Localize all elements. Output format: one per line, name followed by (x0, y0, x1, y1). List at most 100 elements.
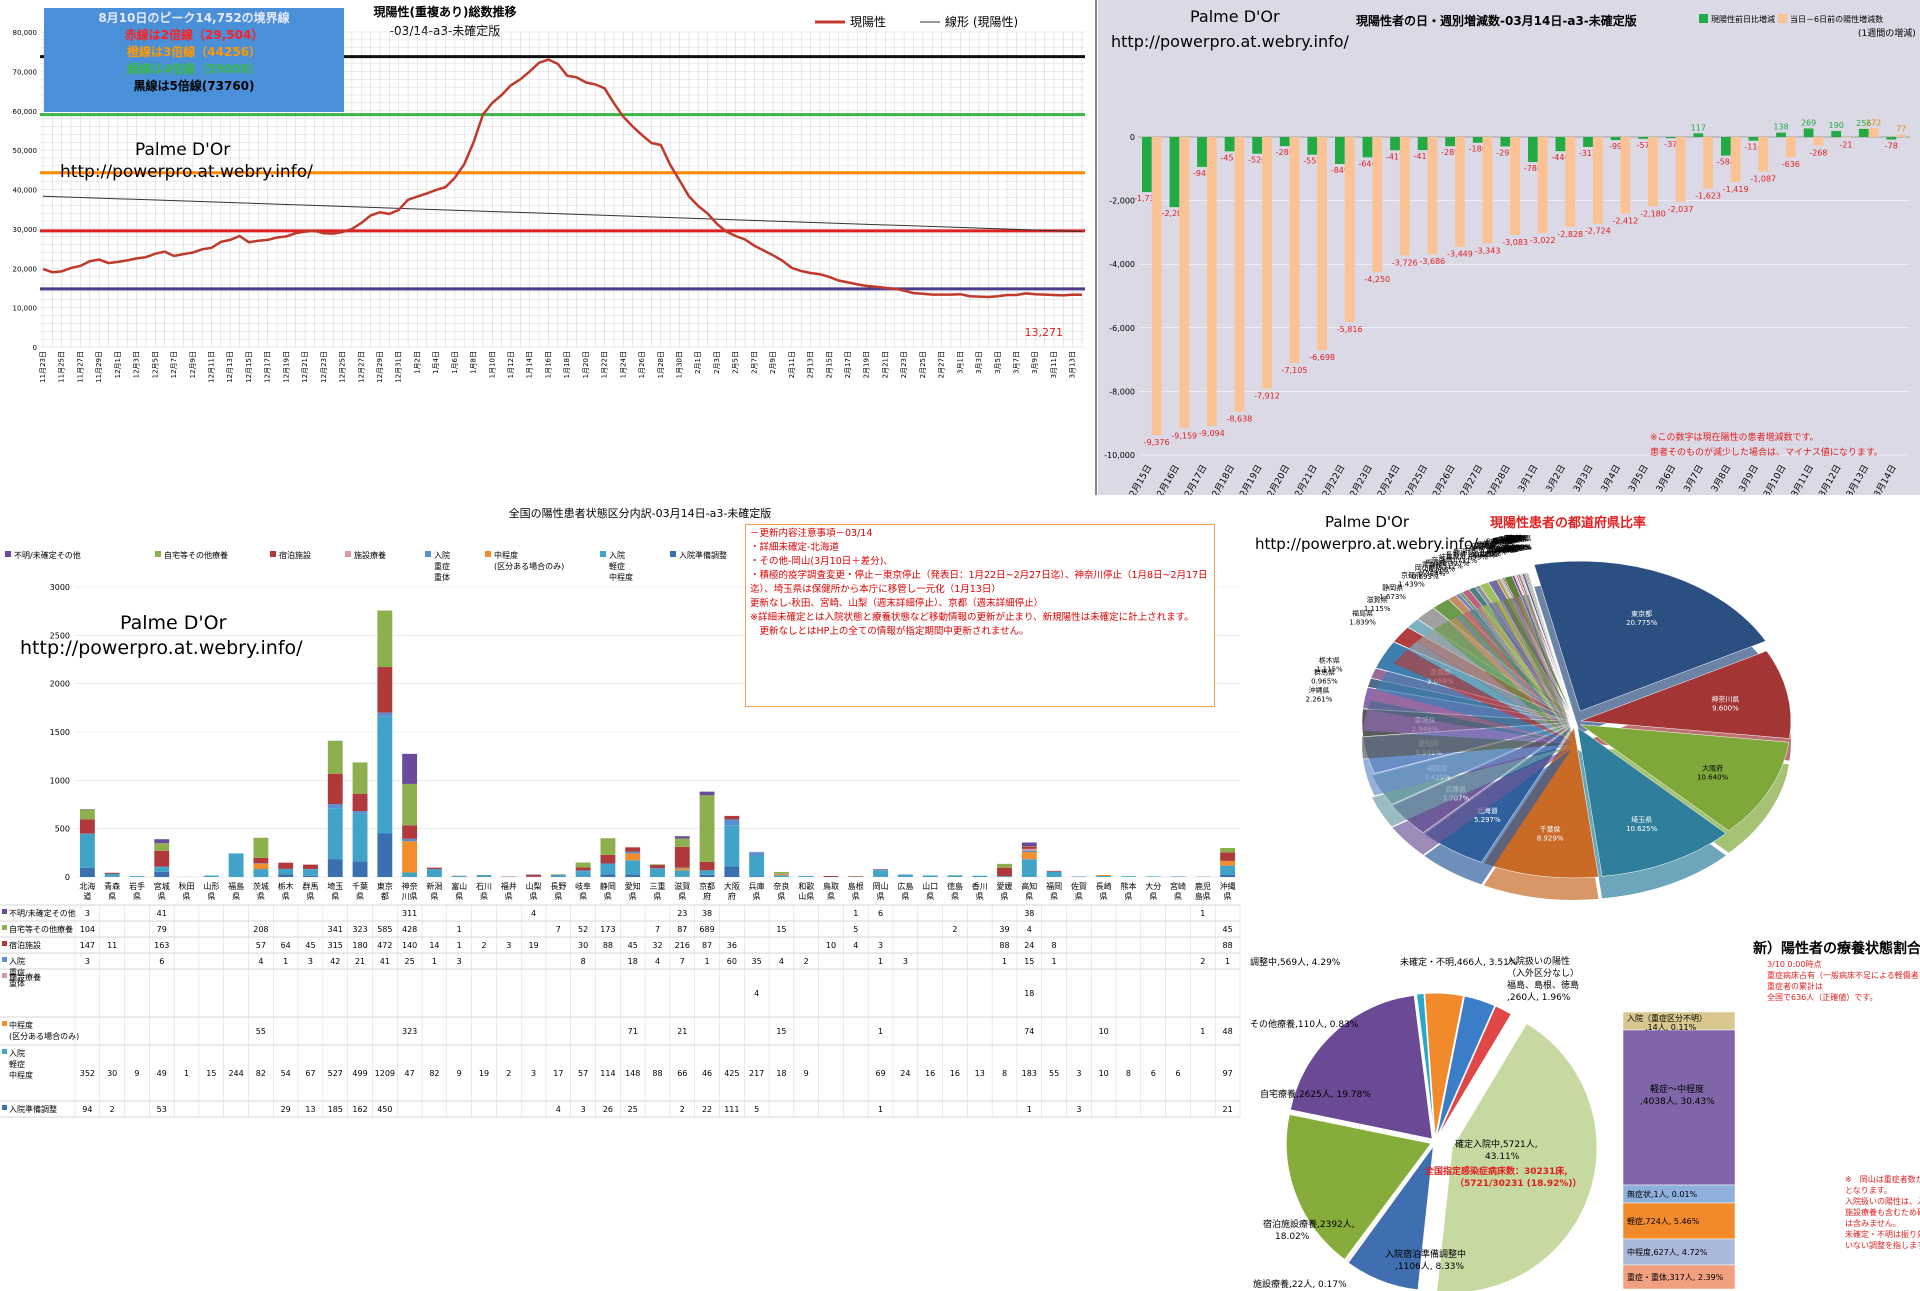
table-cell: 16 (925, 1069, 935, 1078)
x-category-label: 県 (430, 892, 438, 901)
y-tick-label: -8,000 (1109, 387, 1135, 396)
table-row-swatch (2, 957, 7, 962)
weekly-change-bar (1455, 137, 1465, 247)
table-cell: 3 (1076, 1069, 1081, 1078)
table-cell: 3 (85, 909, 90, 918)
table-cell: 48 (1223, 1027, 1233, 1036)
table-cell: 323 (352, 925, 367, 934)
x-tick-label: 2月7日 (750, 351, 758, 374)
status-bar-segment (1046, 871, 1062, 877)
daily-change-label: -78 (1885, 141, 1898, 150)
status-bar-segment (749, 852, 765, 856)
prefecture-pie-title: 現陽性患者の都道府県比率 (1490, 515, 1646, 531)
x-tick-label: 12月15日 (245, 351, 253, 383)
pie-label-percent: 0.075% (1471, 551, 1498, 559)
status-bar-segment (1145, 876, 1161, 877)
table-cell: 97 (1223, 1069, 1233, 1078)
update-notes-box: －更新内容注意事項－03/14 ・詳細未確定-北海道 ・その他-岡山(3月10日… (745, 524, 1215, 707)
table-cell: 13 (975, 1069, 985, 1078)
daily-change-bar (1721, 137, 1731, 156)
table-row-swatch (2, 973, 7, 978)
weekly-change-bar (1372, 137, 1383, 273)
pie-slice-side (1488, 601, 1574, 742)
pie-label-name: 大分県 (1492, 536, 1513, 545)
pie-label-percent: 0.045% (1490, 546, 1517, 554)
pie-label-name: 広島県 (1471, 541, 1492, 550)
x-category-label: 川県 (402, 892, 418, 901)
table-cell: 45 (628, 941, 638, 950)
status-bar-segment (426, 869, 442, 877)
treatment-bottom-note: 未確定・不明は振り先が確定して (1845, 1229, 1920, 1239)
x-tick-label: 12月5日 (151, 351, 159, 378)
status-bar-segment (402, 783, 418, 826)
status-bar-segment (625, 847, 641, 852)
prefecture-ratio-pie: 現陽性患者の都道府県比率 Palme D'Or http://powerpro.… (1245, 497, 1920, 927)
status-bar-segment (129, 876, 145, 877)
table-cell: 2 (804, 957, 809, 966)
x-tick-label: 11月23日 (39, 351, 47, 383)
treatment-pie-label: （入外区分なし） (1507, 967, 1579, 979)
y-tick-label: 80,000 (13, 29, 38, 37)
weekly-change-bar (1648, 137, 1658, 207)
weekly-change-label: -7,105 (1282, 366, 1308, 375)
threshold-red-line: 赤線は2倍線（29,504） (124, 28, 264, 42)
treatment-bar-segment (1622, 1238, 1736, 1266)
treatment-pie-label: 全国指定感染症病床数：30231床, (1424, 1165, 1568, 1177)
x-tick-label: 1月6日 (451, 351, 459, 374)
table-cell: 4 (556, 1105, 561, 1114)
table-row-label: 宿泊施設 (9, 940, 41, 950)
pie-slice-side (1392, 747, 1571, 855)
status-bar-segment (625, 874, 641, 877)
status-bar-segment (650, 864, 665, 866)
status-bar-segment (352, 793, 368, 812)
daily-change-bar (1638, 137, 1649, 139)
weekly-change-label: -3,726 (1392, 258, 1418, 267)
y-tick-label: 40,000 (13, 187, 38, 195)
x-tick-label: 12月31日 (395, 351, 403, 383)
status-watermark-name: Palme D'Or (120, 612, 227, 634)
x-category-label: 宮城 (154, 881, 170, 891)
treatment-pie-slice (1285, 1113, 1433, 1261)
x-category-label: 神奈 (402, 881, 418, 891)
weekly-change-label: -1,419 (1723, 185, 1749, 194)
status-bar-segment (352, 861, 368, 877)
table-cell: 2 (481, 941, 486, 950)
x-tick-label: 2月3日 (713, 351, 721, 374)
weekly-change-bar (1151, 137, 1162, 436)
x-tick-label: 3月11日 (1050, 351, 1058, 378)
pie-label-name: 三重県 (1464, 545, 1485, 553)
pie-label-name: 石川県 (1496, 537, 1517, 545)
x-category-label: 県 (976, 892, 984, 901)
pie-label-name: 山口県 (1501, 535, 1522, 544)
table-cell: 2 (110, 1105, 115, 1114)
status-bar-segment (1021, 852, 1037, 860)
x-tick-label: 12月19日 (282, 351, 290, 383)
x-category-label: 和歌 (798, 881, 814, 891)
pie-label-name: 香川県 (1477, 540, 1498, 549)
legend-swatch (155, 551, 161, 557)
status-bar-segment (650, 868, 665, 877)
status-bar-segment (625, 853, 641, 861)
pie-slice-side (1462, 611, 1574, 742)
table-row-label: (区分ある場合のみ) (9, 1031, 79, 1041)
treatment-bottom-note: 入院扱いの陽性は、入院も自宅・ (1845, 1196, 1920, 1206)
status-bar-segment (774, 871, 789, 874)
treatment-pie-slice (1347, 1143, 1435, 1291)
pie-label-percent: 20.775% (1626, 619, 1657, 627)
treatment-status-pie: 確定入院中,5721人, 43.11% 全国指定感染症病床数：30231床, （572… (1245, 927, 1920, 1291)
x-category-label: 滋賀 (674, 881, 690, 891)
linear-trend-line (42, 195, 1083, 233)
weekly-change-label: -9,376 (1144, 438, 1170, 447)
treatment-pie-label: 43.11% (1485, 1152, 1520, 1162)
table-cell: 71 (628, 1027, 638, 1036)
treatment-pie-label: 入院宿泊準備調整中 (1385, 1248, 1466, 1260)
status-bar-segment (476, 875, 492, 877)
status-bar-segment (873, 870, 889, 877)
pie-slice-side (1517, 596, 1575, 742)
pie-slice-side (1500, 600, 1574, 742)
treatment-pie-label: 調整中,569人, 4.29% (1250, 956, 1341, 968)
daily-change-label: -286 (1276, 148, 1294, 157)
pie-label-name: 福島県 (1352, 608, 1373, 617)
pie-label-name: 京都府 (1401, 571, 1422, 580)
x-tick-label: 12月23日 (320, 351, 328, 383)
